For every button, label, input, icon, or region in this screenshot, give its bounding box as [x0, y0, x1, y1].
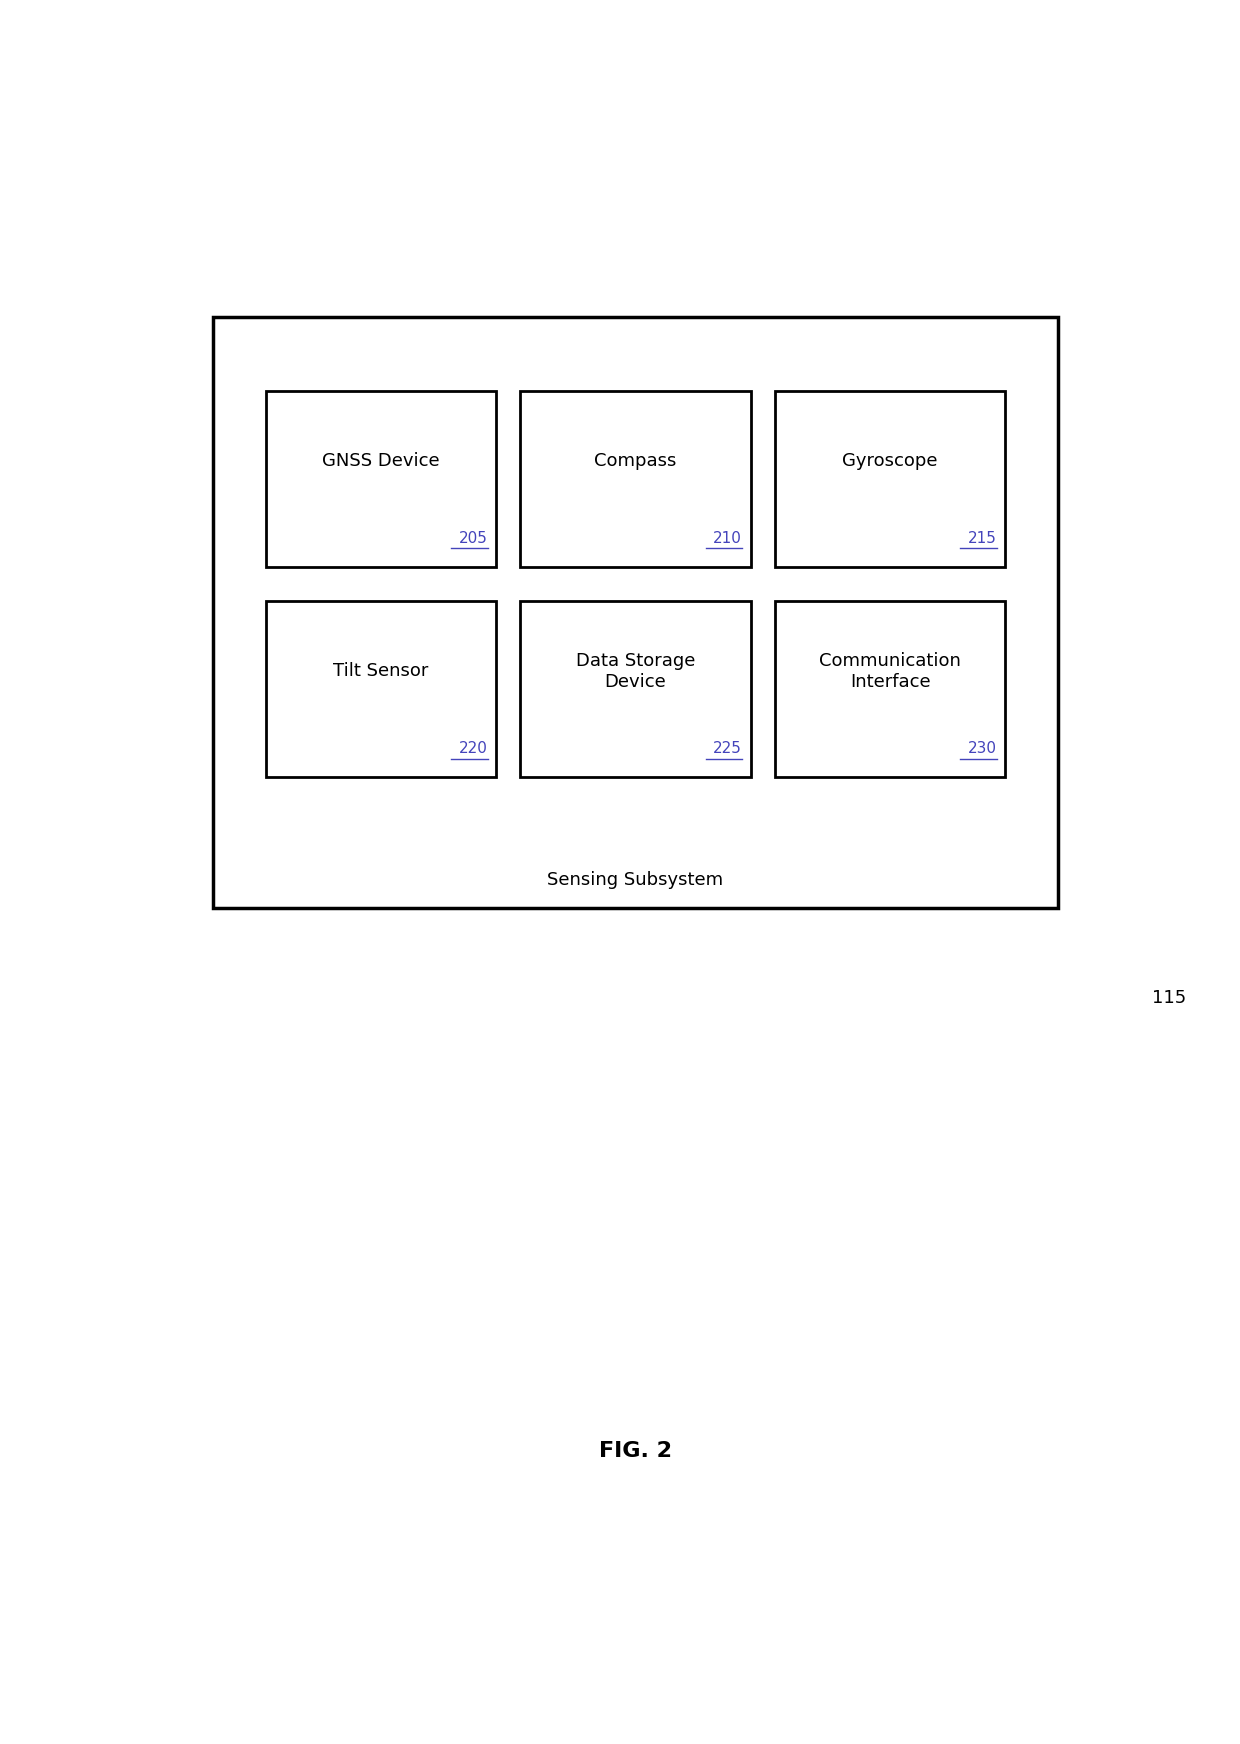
Text: 225: 225 — [713, 741, 743, 755]
Text: Sensing Subsystem: Sensing Subsystem — [547, 870, 724, 889]
Bar — [265, 391, 496, 567]
Text: Gyroscope: Gyroscope — [842, 452, 937, 471]
Bar — [521, 391, 751, 567]
Text: 230: 230 — [968, 741, 997, 755]
Text: 215: 215 — [968, 530, 997, 546]
Text: 210: 210 — [713, 530, 743, 546]
Bar — [521, 600, 751, 778]
Text: Communication
Interface: Communication Interface — [820, 652, 961, 691]
Text: Data Storage
Device: Data Storage Device — [575, 652, 696, 691]
Text: Tilt Sensor: Tilt Sensor — [334, 663, 429, 680]
Bar — [213, 317, 1058, 907]
Text: 220: 220 — [459, 741, 487, 755]
Bar — [265, 600, 496, 778]
Text: 205: 205 — [459, 530, 487, 546]
Text: 115: 115 — [1152, 989, 1185, 1006]
Text: Compass: Compass — [594, 452, 677, 471]
Text: GNSS Device: GNSS Device — [322, 452, 440, 471]
Text: FIG. 2: FIG. 2 — [599, 1442, 672, 1461]
Bar — [775, 391, 1006, 567]
Bar — [775, 600, 1006, 778]
